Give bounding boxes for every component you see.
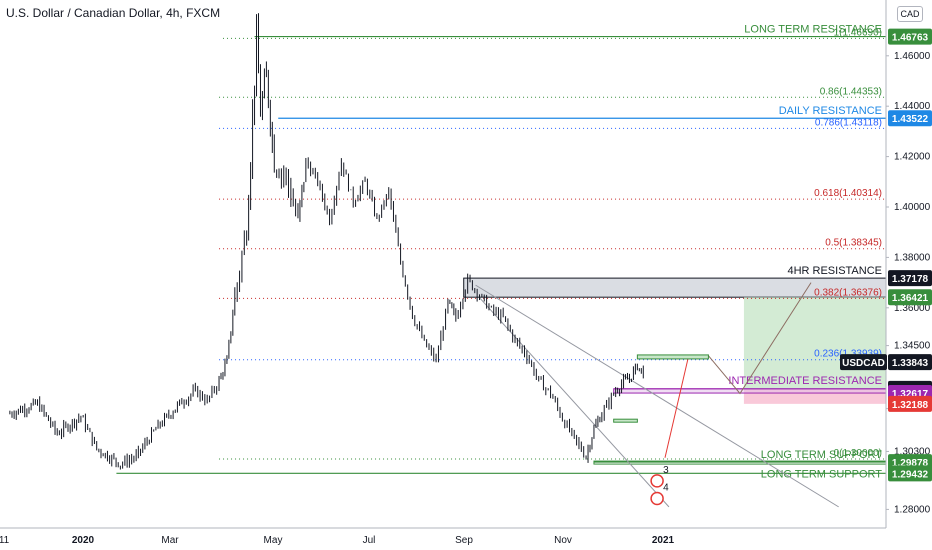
x-tick-label: Mar — [161, 535, 179, 546]
price-tag — [888, 270, 932, 287]
currency-badge[interactable]: CAD — [897, 6, 923, 22]
x-tick-label: Nov — [554, 535, 572, 546]
fib-level-label: 0(1.30000) — [834, 448, 882, 459]
price-tag — [888, 354, 932, 371]
level-label: LONG TERM SUPPORT — [761, 449, 883, 461]
plot-area[interactable] — [0, 0, 886, 550]
price-tag-label: 1.32617 — [892, 389, 929, 400]
projection-path — [708, 282, 812, 395]
zone-intermediate-resistance — [613, 388, 887, 394]
event-count: 3 — [663, 465, 669, 476]
price-tag-label: 1.29878 — [892, 458, 929, 469]
price-tag-label: 1.46763 — [892, 33, 929, 44]
price-tag-label: 1.37178 — [892, 274, 929, 285]
y-tick-label: 1.30300 — [894, 446, 931, 457]
x-tick-label: Jul — [363, 535, 376, 546]
chart-title: U.S. Dollar / Canadian Dollar, 4h, FXCM — [6, 6, 221, 20]
price-tag — [888, 395, 932, 412]
fib-level-label: 0.382(1.36376) — [814, 287, 882, 298]
price-tag — [888, 289, 932, 306]
price-tag — [888, 28, 932, 45]
price-tag-label: 1.29432 — [892, 469, 929, 480]
y-tick-label: 1.34500 — [894, 341, 931, 352]
y-tick-label: 1.40000 — [894, 202, 931, 213]
marker-box-bottom — [613, 418, 638, 423]
trendline-lower — [479, 297, 670, 508]
fib-level-label: 0.786(1.43118) — [815, 117, 882, 128]
y-tick-label: 1.28000 — [894, 504, 931, 515]
price-tag-label: USDCAD — [842, 358, 885, 369]
zone-target — [743, 297, 910, 389]
fib-level-label: 0.618(1.40314) — [814, 188, 882, 199]
level-label: DAILY RESISTANCE — [779, 105, 882, 117]
price-tag — [888, 110, 932, 127]
x-tick-label: 11 — [0, 535, 10, 546]
price-tag-label: 1.32188 — [892, 400, 929, 411]
fib-level-label: 0.86(1.44353) — [820, 86, 882, 97]
fib-level-label: 0.5(1.38345) — [825, 238, 882, 249]
price-tag-label: 1.36421 — [892, 293, 929, 304]
marker-box-top — [636, 354, 709, 360]
y-tick-label: 1.42000 — [894, 152, 931, 163]
economic-event-icon[interactable] — [650, 491, 664, 506]
y-tick-label: 1.46000 — [894, 51, 931, 62]
price-tag — [888, 465, 932, 482]
level-label: LONG TERM RESISTANCE — [744, 24, 882, 36]
y-tick-label: 1.44000 — [894, 101, 931, 112]
x-tick-label: Sep — [455, 535, 473, 546]
trendline-upper — [475, 284, 839, 508]
fib-level-label: 1(1.46690) — [834, 27, 882, 38]
level-label: INTERMEDIATE RESISTANCE — [728, 375, 882, 387]
x-tick-label: 2020 — [72, 535, 95, 546]
x-tick-label: May — [264, 535, 283, 546]
x-tick-label: 2021 — [652, 535, 675, 546]
price-tag — [840, 354, 887, 371]
price-candles — [9, 13, 644, 470]
price-tag-label: 1.43522 — [892, 114, 929, 125]
y-tick-label: 1.38000 — [894, 252, 931, 263]
economic-event-icon[interactable] — [650, 474, 664, 488]
y-tick-label: 1.36000 — [894, 303, 931, 314]
event-count: 4 — [663, 483, 669, 494]
projection-path-red — [664, 355, 690, 458]
price-tag-label: 1.33843 — [892, 358, 929, 369]
level-label: 4HR RESISTANCE — [787, 265, 882, 277]
